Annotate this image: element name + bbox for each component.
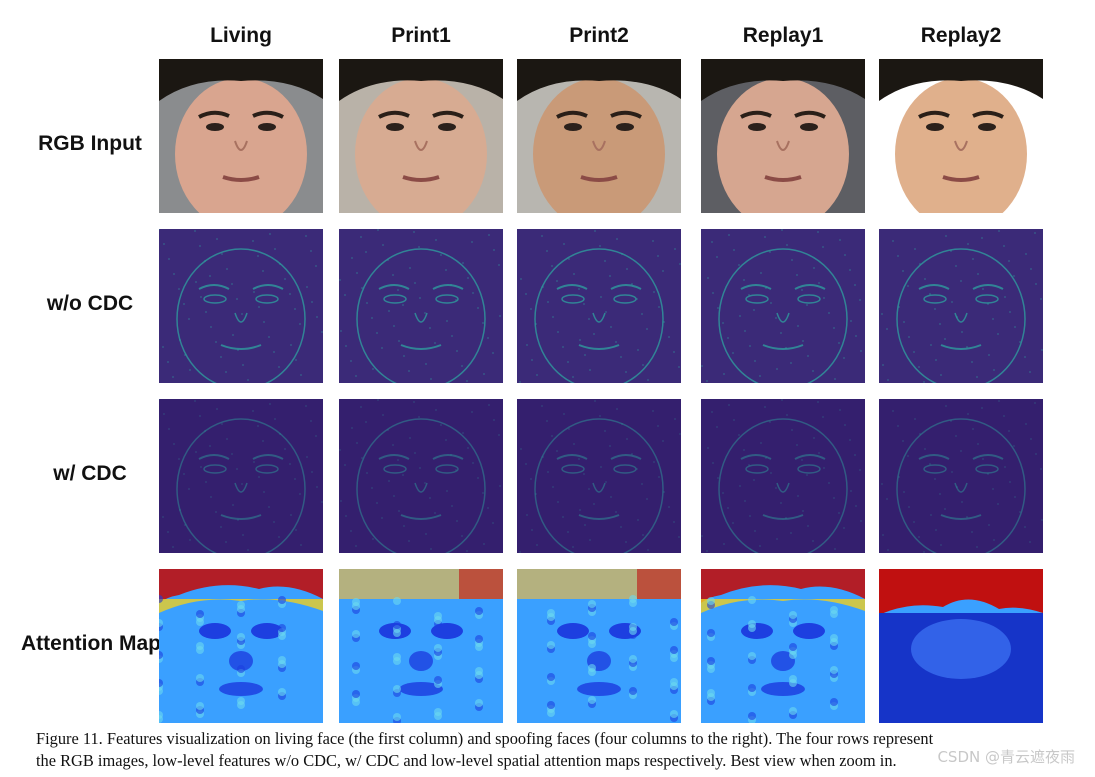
face-image <box>339 569 503 723</box>
row-label-without-cdc: w/o CDC <box>46 292 134 315</box>
tile-feature-dark-replay2 <box>879 399 1043 553</box>
face-image <box>517 399 681 553</box>
face-image <box>339 59 503 213</box>
face-image <box>879 59 1043 213</box>
row-label-with-cdc: w/ CDC <box>53 462 127 485</box>
face-image <box>701 229 865 383</box>
tile-feature-dark-living <box>159 399 323 553</box>
column-header-print2: Print2 <box>569 24 629 47</box>
face-image <box>339 229 503 383</box>
column-header-print1: Print1 <box>391 24 451 47</box>
face-image <box>159 569 323 723</box>
face-image <box>159 59 323 213</box>
face-image <box>159 399 323 553</box>
tile-attention-print1 <box>339 569 503 723</box>
tile-attention-replay2 <box>879 569 1043 723</box>
face-image <box>879 399 1043 553</box>
face-image <box>159 229 323 383</box>
tile-rgb-replay1 <box>701 59 865 213</box>
tile-feature-replay1 <box>701 229 865 383</box>
tile-attention-living <box>159 569 323 723</box>
face-image <box>517 59 681 213</box>
tile-rgb-print1 <box>339 59 503 213</box>
tile-rgb-print2 <box>517 59 681 213</box>
tile-rgb-living <box>159 59 323 213</box>
tile-feature-replay2 <box>879 229 1043 383</box>
face-image <box>879 569 1043 723</box>
tile-feature-print2 <box>517 229 681 383</box>
tile-rgb-replay2 <box>879 59 1043 213</box>
tile-attention-replay1 <box>701 569 865 723</box>
column-header-replay2: Replay2 <box>920 24 1002 47</box>
face-image <box>517 569 681 723</box>
row-label-attention-map: Attention Map <box>21 632 161 655</box>
figure-caption: Figure 11. Features visualization on liv… <box>36 728 1046 772</box>
face-image <box>517 229 681 383</box>
column-header-replay1: Replay1 <box>742 24 824 47</box>
face-image <box>701 59 865 213</box>
face-image <box>879 229 1043 383</box>
row-label-rgb-input: RGB Input <box>38 132 142 155</box>
face-image <box>339 399 503 553</box>
tile-feature-dark-print1 <box>339 399 503 553</box>
watermark: CSDN @青云遮夜雨 <box>937 748 1075 766</box>
tile-feature-dark-print2 <box>517 399 681 553</box>
caption-line-2: the RGB images, low-level features w/o C… <box>36 751 897 770</box>
caption-line-1: Figure 11. Features visualization on liv… <box>36 729 934 748</box>
tile-feature-print1 <box>339 229 503 383</box>
column-header-living: Living <box>210 24 272 47</box>
face-image <box>701 569 865 723</box>
tile-feature-living <box>159 229 323 383</box>
tile-attention-print2 <box>517 569 681 723</box>
tile-feature-dark-replay1 <box>701 399 865 553</box>
face-image <box>701 399 865 553</box>
